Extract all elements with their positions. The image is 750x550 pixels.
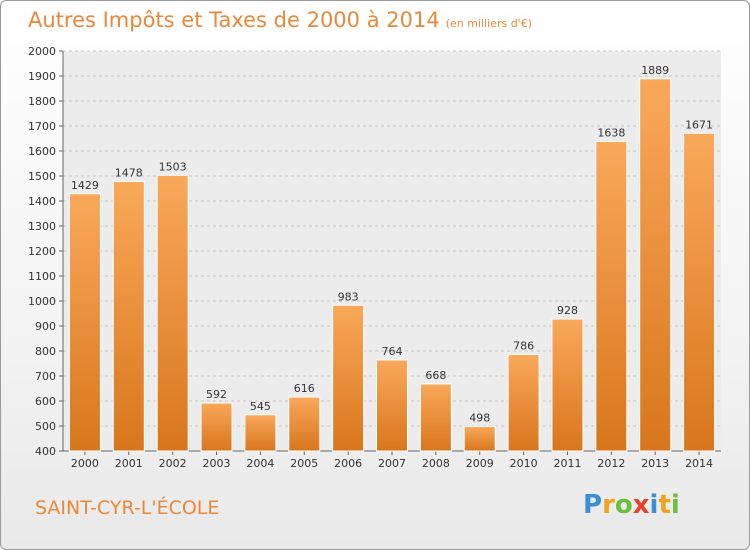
y-tick-label: 700	[35, 370, 56, 383]
y-tick-label: 1300	[28, 220, 56, 233]
bar-2002	[156, 174, 189, 452]
bar-2009	[463, 426, 496, 452]
bar-2012	[595, 141, 628, 452]
y-tick-label: 1500	[28, 170, 56, 183]
y-tick-label: 600	[35, 395, 56, 408]
x-tick-label-2004: 2004	[246, 457, 274, 470]
y-tick-label: 1900	[28, 70, 56, 83]
bar-2008	[419, 383, 452, 452]
logo-letter: x	[632, 490, 650, 520]
bar-2005	[288, 396, 321, 452]
x-tick-label-2009: 2009	[466, 457, 494, 470]
logo-letter: i	[670, 490, 680, 520]
bar-2007	[376, 359, 408, 452]
x-tick-label-2014: 2014	[685, 457, 713, 470]
y-tick-label: 900	[35, 320, 56, 333]
y-tick-label: 800	[35, 345, 56, 358]
logo-letter: t	[658, 490, 671, 520]
bar-2010	[507, 354, 540, 452]
data-label-2009: 498	[469, 412, 490, 425]
bar-2013	[639, 78, 672, 452]
x-tick-label-2011: 2011	[553, 457, 581, 470]
data-label-2014: 1671	[685, 118, 713, 131]
x-tick-label-2007: 2007	[378, 457, 406, 470]
data-label-2005: 616	[294, 382, 315, 395]
x-tick-label-2005: 2005	[290, 457, 318, 470]
y-tick-label: 2000	[28, 45, 56, 58]
y-tick-label: 400	[35, 445, 56, 458]
data-label-2013: 1889	[641, 64, 669, 77]
x-tick-label-2013: 2013	[641, 457, 669, 470]
data-label-2003: 592	[206, 388, 227, 401]
y-tick-label: 1600	[28, 145, 56, 158]
data-label-2006: 983	[338, 290, 359, 303]
x-tick-label-2002: 2002	[159, 457, 187, 470]
y-tick-label: 500	[35, 420, 56, 433]
logo-letter: P	[583, 490, 603, 520]
chart-title-unit: (en milliers d'€)	[445, 17, 532, 30]
x-tick-label-2001: 2001	[115, 457, 143, 470]
data-label-2010: 786	[513, 340, 534, 353]
y-tick-label: 1700	[28, 120, 56, 133]
bar-2014	[683, 132, 716, 452]
logo-letter: o	[614, 490, 633, 520]
y-tick-label: 1400	[28, 195, 56, 208]
data-label-2007: 764	[382, 345, 403, 358]
x-tick-label-2010: 2010	[510, 457, 538, 470]
chart-title-text: Autres Impôts et Taxes de 2000 à 2014	[28, 8, 440, 32]
bar-2000	[68, 193, 101, 452]
y-tick-label: 1000	[28, 295, 56, 308]
x-tick-label-2008: 2008	[422, 457, 450, 470]
x-tick-label-2012: 2012	[597, 457, 625, 470]
logo-letter: r	[602, 490, 615, 520]
bar-2003	[200, 402, 233, 452]
data-label-2000: 1429	[71, 179, 99, 192]
data-label-2001: 1478	[115, 167, 143, 180]
x-tick-label-2000: 2000	[71, 457, 99, 470]
proxiti-logo: Proxiti	[583, 490, 680, 520]
data-label-2004: 545	[250, 400, 271, 413]
bar-2011	[551, 318, 584, 452]
bar-2006	[332, 304, 365, 452]
data-label-2012: 1638	[597, 127, 625, 140]
chart-title: Autres Impôts et Taxes de 2000 à 2014 (en…	[28, 8, 532, 32]
bar-2001	[112, 181, 145, 452]
data-label-2011: 928	[557, 304, 578, 317]
logo-letter: i	[649, 490, 659, 520]
city-name: SAINT-CYR-L'ÉCOLE	[35, 497, 220, 519]
data-label-2008: 668	[425, 369, 446, 382]
bar-2004	[244, 414, 277, 452]
x-tick-label-2006: 2006	[334, 457, 362, 470]
y-tick-label: 1800	[28, 95, 56, 108]
x-tick-label-2003: 2003	[203, 457, 231, 470]
y-tick-label: 1100	[28, 270, 56, 283]
y-tick-label: 1200	[28, 245, 56, 258]
data-label-2002: 1503	[159, 160, 187, 173]
